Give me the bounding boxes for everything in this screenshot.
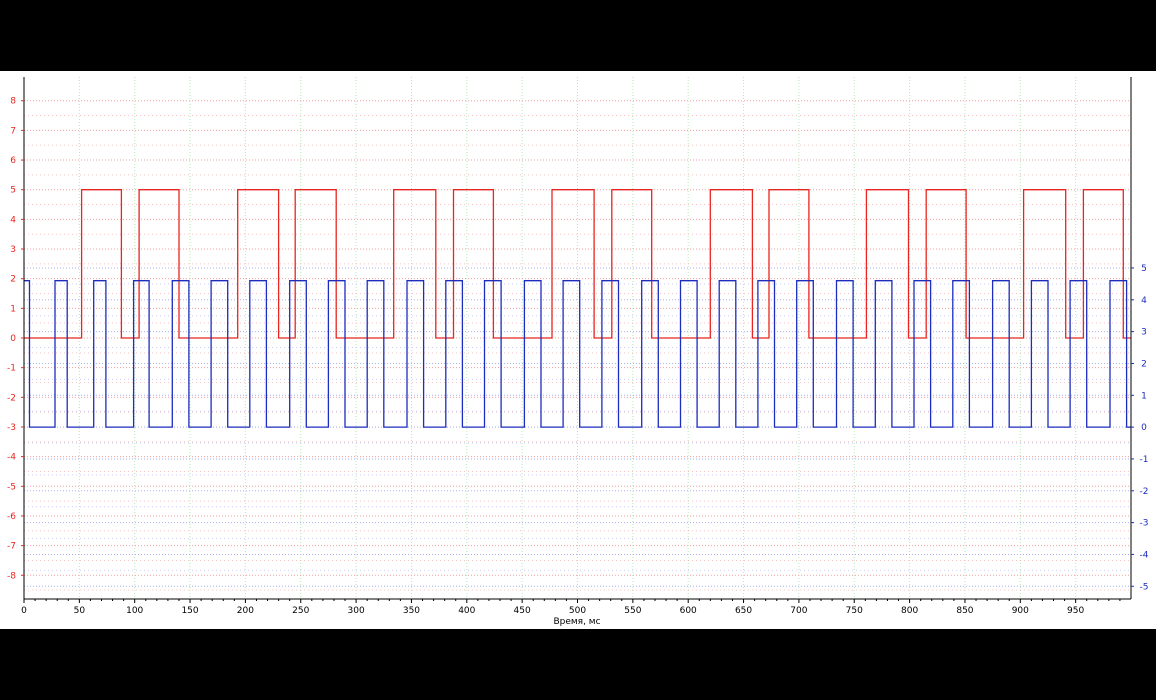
- x-tick-label: 800: [901, 606, 918, 616]
- x-tick-label: 900: [1012, 606, 1029, 616]
- x-tick-label: 50: [74, 606, 86, 616]
- x-tick-label: 450: [514, 606, 531, 616]
- x-tick-label: 300: [348, 606, 365, 616]
- y-tick-label-right: -4: [1140, 550, 1149, 560]
- y-tick-label-left: -4: [7, 453, 16, 463]
- x-tick-label: 850: [956, 606, 973, 616]
- y-tick-label-right: -3: [1140, 519, 1149, 529]
- y-tick-label-left: 5: [10, 186, 16, 196]
- series-line-2: [24, 280, 1131, 428]
- grid: [24, 77, 1131, 599]
- x-tick-label: 200: [237, 606, 254, 616]
- y-tick-label-left: -7: [7, 542, 16, 552]
- x-tick-label: 550: [624, 606, 641, 616]
- x-axis-label: Время, мс: [553, 617, 600, 627]
- y-tick-label-right: 5: [1141, 264, 1147, 274]
- axes: [21, 77, 1134, 603]
- y-tick-label-right: 1: [1141, 391, 1147, 401]
- y-tick-label-right: 3: [1141, 328, 1147, 338]
- x-tick-label: 600: [680, 606, 697, 616]
- series-line-1: [24, 189, 1131, 339]
- x-tick-label: 350: [403, 606, 420, 616]
- y-tick-label-right: -1: [1140, 455, 1149, 465]
- x-tick-label: 250: [292, 606, 309, 616]
- y-tick-label-left: -2: [7, 393, 16, 403]
- y-tick-label-right: 2: [1141, 359, 1147, 369]
- y-tick-label-left: 1: [10, 304, 16, 314]
- y-tick-label-left: 6: [10, 156, 16, 166]
- chart-panel: 0 50 100 150 200 250 300 350 400 450 500 550 600 650 7…: [0, 71, 1156, 629]
- x-tick-label: 750: [846, 606, 863, 616]
- x-tick-label: 500: [569, 606, 586, 616]
- y-tick-label-left: 2: [10, 275, 16, 285]
- y-tick-label-left: -6: [7, 512, 16, 522]
- y-tick-label-right: -5: [1140, 582, 1149, 592]
- x-tick-label: 950: [1067, 606, 1084, 616]
- y-tick-label-left: -1: [7, 364, 16, 374]
- x-tick-label: 150: [181, 606, 198, 616]
- y-tick-label-left: -8: [7, 571, 16, 581]
- x-tick-label: 0: [21, 606, 27, 616]
- series-layer: [24, 189, 1131, 428]
- y-tick-label-right: -2: [1140, 487, 1149, 497]
- y-tick-label-left: 7: [10, 126, 16, 136]
- y-tick-label-left: 4: [10, 215, 16, 225]
- x-tick-label: 650: [735, 606, 752, 616]
- x-tick-label: 700: [790, 606, 807, 616]
- y-tick-label-left: -3: [7, 423, 16, 433]
- y-tick-label-right: 4: [1141, 296, 1147, 306]
- x-tick-label: 100: [126, 606, 143, 616]
- y-tick-label-left: 0: [10, 334, 16, 344]
- waveform-chart: 0 50 100 150 200 250 300 350 400 450 500 550 600 650 7…: [7, 77, 1149, 627]
- y-tick-label-right: 0: [1141, 423, 1147, 433]
- y-tick-label-left: 3: [10, 245, 16, 255]
- y-tick-label-left: 8: [10, 97, 16, 107]
- tick-labels: 0 50 100 150 200 250 300 350 400 450 500 550 600 650 7…: [7, 97, 1149, 616]
- x-tick-label: 400: [458, 606, 475, 616]
- y-tick-label-left: -5: [7, 482, 16, 492]
